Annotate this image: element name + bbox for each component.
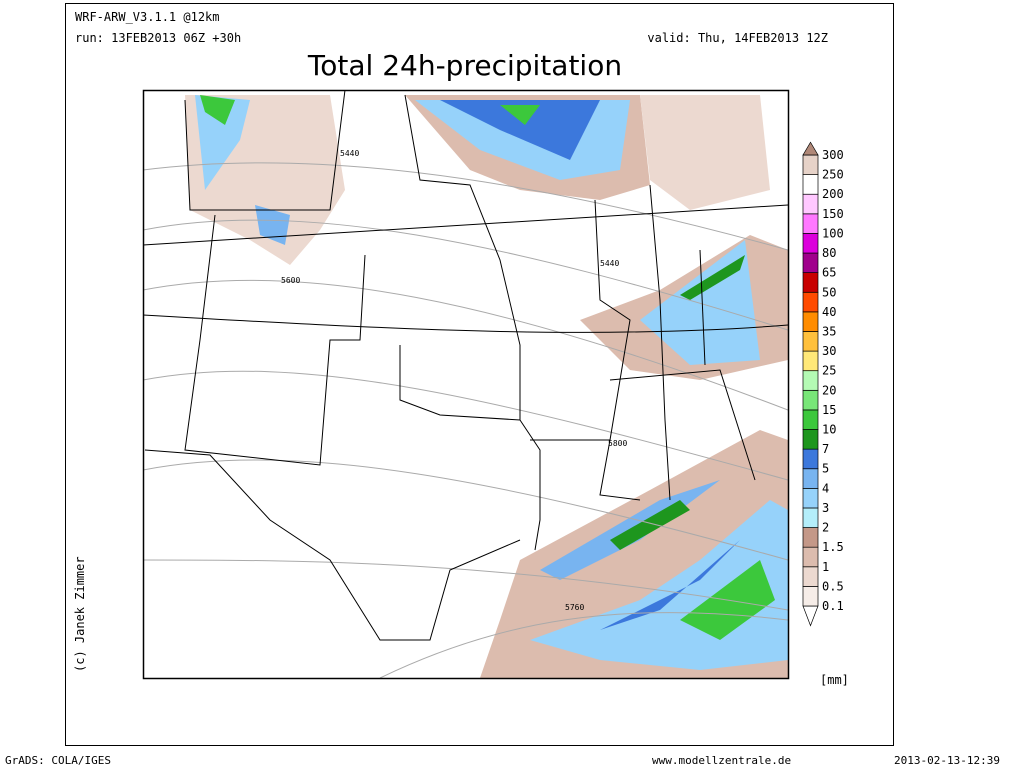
colorbar-label: 1 <box>822 560 829 574</box>
colorbar-box <box>802 546 819 568</box>
colorbar-label: 150 <box>822 207 844 221</box>
colorbar-label: 0.1 <box>822 599 844 613</box>
colorbar-label: 200 <box>822 187 844 201</box>
colorbar-label: 0.5 <box>822 579 844 593</box>
colorbar-box <box>802 291 819 313</box>
map: 5440 5440 5600 5800 5760 <box>142 89 790 680</box>
run-label: run: 13FEB2013 06Z +30h <box>75 31 241 45</box>
colorbar-box <box>802 174 819 195</box>
colorbar-label: 1.5 <box>822 540 844 554</box>
colorbar-label: 50 <box>822 285 836 299</box>
colorbar-box <box>802 252 819 274</box>
colorbar-box <box>802 429 819 450</box>
colorbar-box <box>802 586 819 607</box>
contour-label: 5440 <box>340 149 359 158</box>
contour-label: 5440 <box>600 259 619 268</box>
colorbar-box <box>802 193 819 215</box>
colorbar-label: 40 <box>822 305 836 319</box>
model-label: WRF-ARW_V3.1.1 @12km <box>75 10 220 24</box>
colorbar-label: 2 <box>822 521 829 535</box>
colorbar-label: 80 <box>822 246 836 260</box>
colorbar-label: 15 <box>822 403 836 417</box>
map-frame <box>142 89 790 680</box>
colorbar-box <box>802 370 819 391</box>
colorbar-box <box>802 507 819 528</box>
colorbar-label: 100 <box>822 226 844 240</box>
contour-lines <box>143 162 788 678</box>
colorbar-box <box>802 527 819 548</box>
colorbar-box <box>802 389 819 411</box>
colorbar: 0.1 0.5 1 1.5 2 3 4 5 7 10 15 20 25 30 35 40 50 65 80 100 15… <box>802 141 844 627</box>
title: Total 24h-precipitation <box>307 49 622 82</box>
colorbar-label: 35 <box>822 324 836 338</box>
colorbar-label: 300 <box>822 148 844 162</box>
contour-label: 5760 <box>565 603 584 612</box>
copyright: (c) Janek Zimmer <box>73 556 87 672</box>
colorbar-box <box>802 233 819 254</box>
colorbar-label: 4 <box>822 481 829 495</box>
colorbar-box <box>802 448 819 470</box>
colorbar-label: 3 <box>822 501 829 515</box>
colorbar-triangle <box>802 141 819 156</box>
colorbar-label: 250 <box>822 168 844 182</box>
colorbar-box <box>802 272 819 293</box>
colorbar-label: 10 <box>822 423 836 437</box>
colorbar-box <box>802 487 819 509</box>
colorbar-box <box>802 409 819 430</box>
footer-left: GrADS: COLA/IGES <box>5 754 111 767</box>
colorbar-label: 7 <box>822 442 829 456</box>
outer-frame <box>65 3 894 746</box>
colorbar-box <box>802 350 819 372</box>
colorbar-box <box>802 566 819 587</box>
footer-center: www.modellzentrale.de <box>652 754 791 767</box>
colorbar-box <box>802 213 819 234</box>
colorbar-box <box>802 331 819 352</box>
colorbar-box <box>802 154 819 175</box>
contour-label: 5600 <box>281 276 300 285</box>
precip-areas <box>185 95 788 678</box>
colorbar-box <box>802 468 819 489</box>
state-borders <box>143 90 788 641</box>
colorbar-label: 25 <box>822 364 836 378</box>
footer-right: 2013-02-13-12:39 <box>894 754 1000 767</box>
valid-label: valid: Thu, 14FEB2013 12Z <box>647 31 828 45</box>
colorbar-box <box>802 311 819 332</box>
contour-label: 5800 <box>608 439 627 448</box>
colorbar-label: 20 <box>822 383 836 397</box>
colorbar-label: 5 <box>822 462 829 476</box>
unit-label: [mm] <box>820 673 849 687</box>
colorbar-label: 30 <box>822 344 836 358</box>
colorbar-label: 65 <box>822 266 836 280</box>
